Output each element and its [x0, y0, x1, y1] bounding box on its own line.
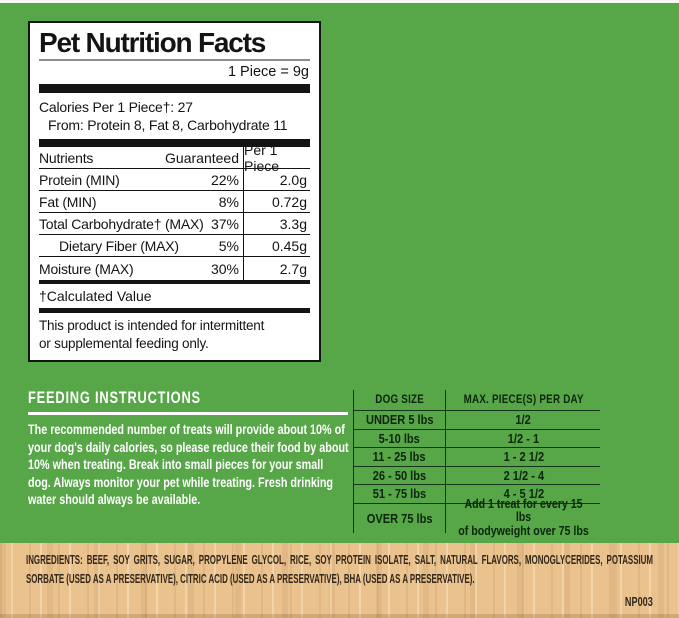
nutrient-guaranteed: 22%	[210, 171, 239, 188]
calories-line: Calories Per 1 Piece†: 27	[39, 99, 193, 115]
nutrients-header: Nutrients	[39, 149, 94, 166]
dog-size-header: DOG SIZE	[354, 390, 445, 410]
serving-size: 1 Piece = 9g	[227, 64, 309, 80]
dog-size-value: 5-10 lbs	[378, 430, 421, 446]
max-pieces-value: 2 1/2 - 4	[503, 467, 544, 483]
title-divider	[39, 59, 310, 61]
table-row: Moisture (MAX) 30% 2.7g	[39, 257, 310, 280]
dog-size-cell: 5-10 lbs	[354, 430, 445, 448]
nutrient-guaranteed: 37%	[210, 215, 239, 232]
facts-title: Pet Nutrition Facts	[39, 27, 266, 58]
dog-table-row: 51 - 75 lbs 4 - 5 1/2	[354, 484, 600, 503]
nutrient-name: Dietary Fiber (MAX)	[59, 237, 179, 254]
ingredients-label: INGREDIENTS:	[26, 552, 83, 567]
dog-table-row: 5-10 lbs 1/2 - 1	[354, 428, 601, 448]
dog-size-header-label: DOG SIZE	[375, 394, 424, 406]
dog-size-cell: 11 - 25 lbs	[354, 448, 445, 466]
nutrients-header-row: Nutrients Guaranteed Per 1 Piece	[39, 142, 310, 174]
nutrient-guaranteed: 8%	[218, 193, 239, 210]
heading-underline	[28, 412, 348, 415]
nutrients-table: Nutrients Guaranteed Per 1 Piece Protein…	[39, 142, 310, 280]
feeding-statement: This product is intended for intermitten…	[39, 318, 265, 351]
dog-size-value: 11 - 25 lbs	[373, 449, 426, 465]
dog-size-cell: 26 - 50 lbs	[354, 467, 445, 485]
thick-bar	[39, 308, 310, 313]
nutrient-name: Total Carbohydrate† (MAX)	[39, 215, 204, 232]
dog-size-value: UNDER 5 lbs	[365, 412, 434, 428]
thin-bar	[39, 280, 310, 284]
max-pieces-header: MAX. PIECE(S) PER DAY	[445, 390, 601, 410]
max-pieces-value: Add 1 treat for every 15 lbs of bodyweig…	[458, 496, 589, 538]
feeding-instructions-text: The recommended number of treats will pr…	[28, 422, 349, 508]
max-pieces-value: 1 - 2 1/2	[503, 449, 544, 465]
max-pieces-cell: 4 - 5 1/2	[445, 485, 601, 503]
max-pieces-cell: 1/2	[445, 411, 601, 429]
max-pieces-cell: 2 1/2 - 4	[445, 466, 601, 484]
ingredients-list: BEEF, SOY GRITS, SUGAR, PROPYLENE GLYCOL…	[26, 552, 653, 586]
dog-size-value: 51 - 75 lbs	[372, 486, 427, 502]
nutrition-facts-panel: Pet Nutrition Facts 1 Piece = 9g Calorie…	[28, 21, 321, 362]
dog-table-row: 11 - 25 lbs 1 - 2 1/2	[354, 447, 600, 466]
calories-from-line: From: Protein 8, Fat 8, Carbohydrate 11	[48, 117, 288, 133]
calories-block: Calories Per 1 Piece†: 27 From: Protein …	[39, 93, 310, 139]
guaranteed-header: Guaranteed	[165, 149, 239, 166]
dog-size-value: 26 - 50 lbs	[372, 467, 427, 483]
nutrient-name: Protein (MIN)	[39, 171, 120, 188]
max-pieces-value: 1/2 - 1	[507, 430, 540, 446]
dog-table-row: 26 - 50 lbs 2 1/2 - 4	[354, 465, 601, 485]
nutrient-per-piece: 3.3g	[243, 213, 310, 234]
nutrient-name: Moisture (MAX)	[39, 260, 134, 277]
max-pieces-cell: 1 - 2 1/2	[445, 448, 601, 466]
product-code: NP003	[625, 594, 653, 609]
max-pieces-cell: 1/2 - 1	[445, 429, 601, 447]
thick-bar	[39, 139, 310, 147]
table-row: Dietary Fiber (MAX) 5% 0.45g	[39, 235, 310, 257]
dog-size-value: OVER 75 lbs	[366, 510, 433, 526]
nutrient-guaranteed: 30%	[210, 260, 239, 277]
thick-bar	[39, 84, 310, 93]
nutrient-guaranteed: 5%	[218, 237, 239, 254]
per-piece-header: Per 1 Piece	[243, 142, 310, 174]
dog-table-header-row: DOG SIZE MAX. PIECE(S) PER DAY	[354, 390, 600, 410]
feeding-instructions-heading: FEEDING INSTRUCTIONS	[28, 389, 201, 407]
max-pieces-value: 4 - 5 1/2	[503, 486, 544, 502]
nutrient-per-piece: 2.0g	[243, 169, 310, 190]
max-pieces-cell: Add 1 treat for every 15 lbs of bodyweig…	[445, 497, 601, 537]
nutrient-name: Fat (MIN)	[39, 193, 97, 210]
dog-size-cell: 51 - 75 lbs	[354, 485, 445, 503]
dog-size-cell: UNDER 5 lbs	[354, 411, 445, 429]
nutrient-per-piece: 0.72g	[243, 191, 310, 212]
max-pieces-value: 1/2	[515, 412, 532, 428]
table-row: Protein (MIN) 22% 2.0g	[39, 169, 310, 191]
ingredients-panel: INGREDIENTS: BEEF, SOY GRITS, SUGAR, PRO…	[0, 543, 679, 618]
table-row: Fat (MIN) 8% 0.72g	[39, 191, 310, 213]
nutrient-per-piece: 0.45g	[243, 235, 310, 256]
dog-table-row: OVER 75 lbs Add 1 treat for every 15 lbs…	[354, 497, 601, 537]
dog-size-table: DOG SIZE MAX. PIECE(S) PER DAY UNDER 5 l…	[353, 390, 601, 537]
dog-table-row: UNDER 5 lbs 1/2	[354, 410, 600, 429]
top-edge-strip	[0, 0, 679, 3]
calculated-value-note: †Calculated Value	[39, 288, 152, 304]
max-pieces-header-label: MAX. PIECE(S) PER DAY	[463, 394, 584, 406]
bottom-edge-shadow	[0, 614, 679, 618]
ingredients-text: INGREDIENTS: BEEF, SOY GRITS, SUGAR, PRO…	[26, 551, 653, 588]
feeding-instructions-section: FEEDING INSTRUCTIONS The recommended num…	[28, 389, 349, 509]
dog-size-cell: OVER 75 lbs	[354, 504, 445, 533]
nutrient-per-piece: 2.7g	[243, 257, 310, 280]
table-row: Total Carbohydrate† (MAX) 37% 3.3g	[39, 213, 310, 235]
